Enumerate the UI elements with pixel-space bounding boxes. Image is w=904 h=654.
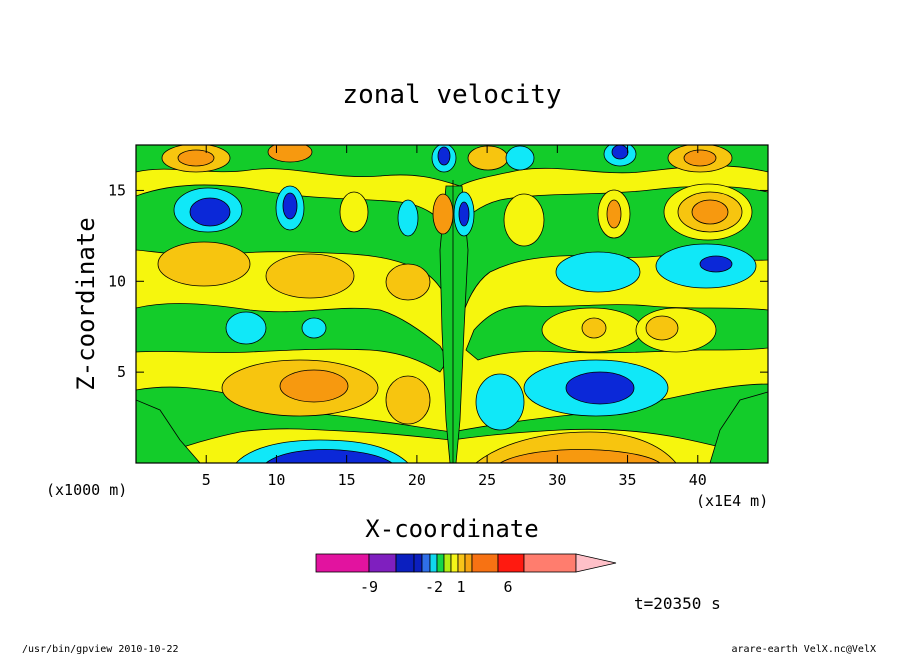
- field-orange-z4-a-core: [279, 369, 349, 403]
- field-blue-z4-d: [565, 371, 635, 405]
- field-blue-z14-a: [189, 197, 231, 227]
- x-tick-label: 15: [338, 471, 356, 489]
- colorbar-bin: [471, 553, 499, 573]
- colorbar-bin: [464, 553, 473, 573]
- y-axis-ticks: 5 10 15: [108, 181, 768, 381]
- field-orange-z11-c: [385, 263, 431, 301]
- x-axis-ticks: 5 10 15 20 25 30 35 40: [202, 145, 707, 489]
- x-scale-note: (x1E4 m): [696, 492, 768, 510]
- field-orange-z14-e: [432, 193, 454, 235]
- field-orange-z4-b: [385, 375, 431, 425]
- field-cyan-z14-d: [397, 199, 419, 237]
- y-tick-label: 5: [117, 363, 126, 381]
- field-orange-z11-a: [157, 241, 251, 287]
- field-blue-z11-e: [699, 255, 733, 273]
- field-yellow-z14-g: [503, 193, 545, 247]
- y-scale-note: (x1000 m): [46, 481, 127, 499]
- x-tick-label: 35: [619, 471, 637, 489]
- field-orange-c: [467, 145, 509, 171]
- field-blue-z14-b: [282, 192, 298, 220]
- field-orange-b: [267, 145, 313, 163]
- colorbar-bin: [457, 553, 466, 573]
- contour-field: [136, 145, 768, 463]
- colorbar-bin: [497, 553, 525, 573]
- field-cyan-top-b: [505, 145, 535, 171]
- colorbar-tick-label: 6: [503, 578, 512, 596]
- colorbar-bin: [368, 553, 397, 573]
- y-tick-label: 15: [108, 181, 126, 199]
- x-tick-label: 10: [267, 471, 285, 489]
- field-cyan-z7-a: [225, 311, 267, 345]
- y-tick-label: 10: [108, 272, 126, 290]
- colorbar-tick-label: -2: [425, 578, 443, 596]
- footer-left: /usr/bin/gpview 2010-10-22: [22, 644, 179, 654]
- field-green-left-strip: [136, 399, 201, 463]
- field-blue-top-a: [437, 146, 451, 166]
- colorbar-bin: [395, 553, 415, 573]
- chart-title: zonal velocity: [342, 80, 561, 110]
- x-tick-label: 30: [548, 471, 566, 489]
- colorbar-bin: [315, 553, 370, 573]
- field-blue-bottom-left: [265, 449, 393, 463]
- x-tick-label: 25: [478, 471, 496, 489]
- field-orange-z14-h: [606, 199, 622, 229]
- colorbar-labels: -9 -2 1 6: [360, 578, 513, 596]
- colorbar-bin: [413, 553, 423, 573]
- field-blue-top-c: [611, 145, 629, 160]
- colorbar-bin: [523, 553, 577, 573]
- colorbar-tick-label: 1: [456, 578, 465, 596]
- colorbar-extend-arrow: [575, 553, 617, 573]
- field-orange-d-core: [683, 149, 717, 167]
- field-orange-a-core: [177, 149, 215, 167]
- field-orange-z11-b: [265, 253, 355, 299]
- field-orange-z14-i-core: [691, 199, 729, 225]
- field-orange-bottom-right-core: [499, 449, 661, 463]
- x-tick-label: 40: [689, 471, 707, 489]
- colorbar-bin: [450, 553, 459, 573]
- colorbar: [315, 553, 617, 573]
- field-cyan-z7-b: [301, 317, 327, 339]
- colorbar-bin: [443, 553, 452, 573]
- timestamp: t=20350 s: [634, 594, 721, 613]
- field-yellow-z14-c: [339, 191, 369, 233]
- x-tick-label: 20: [408, 471, 426, 489]
- field-blue-z14-f: [458, 201, 470, 227]
- field-green-right-strip: [709, 391, 768, 463]
- field-cyan-z11-d: [555, 251, 641, 293]
- field-cyan-z4-c: [475, 373, 525, 431]
- colorbar-tick-label: -9: [360, 578, 378, 596]
- colorbar-bin: [421, 553, 431, 573]
- y-axis-label: Z-coordinate: [72, 217, 100, 390]
- colorbar-bin: [429, 553, 438, 573]
- plot-frame: [135, 144, 769, 464]
- field-orange-z7-d: [645, 315, 679, 341]
- field-orange-z7-c: [581, 317, 607, 339]
- x-axis-label: X-coordinate: [365, 515, 538, 543]
- colorbar-bin: [436, 553, 445, 573]
- x-tick-label: 5: [202, 471, 211, 489]
- footer-right: arare-earth_VelX.nc@VelX: [732, 644, 877, 654]
